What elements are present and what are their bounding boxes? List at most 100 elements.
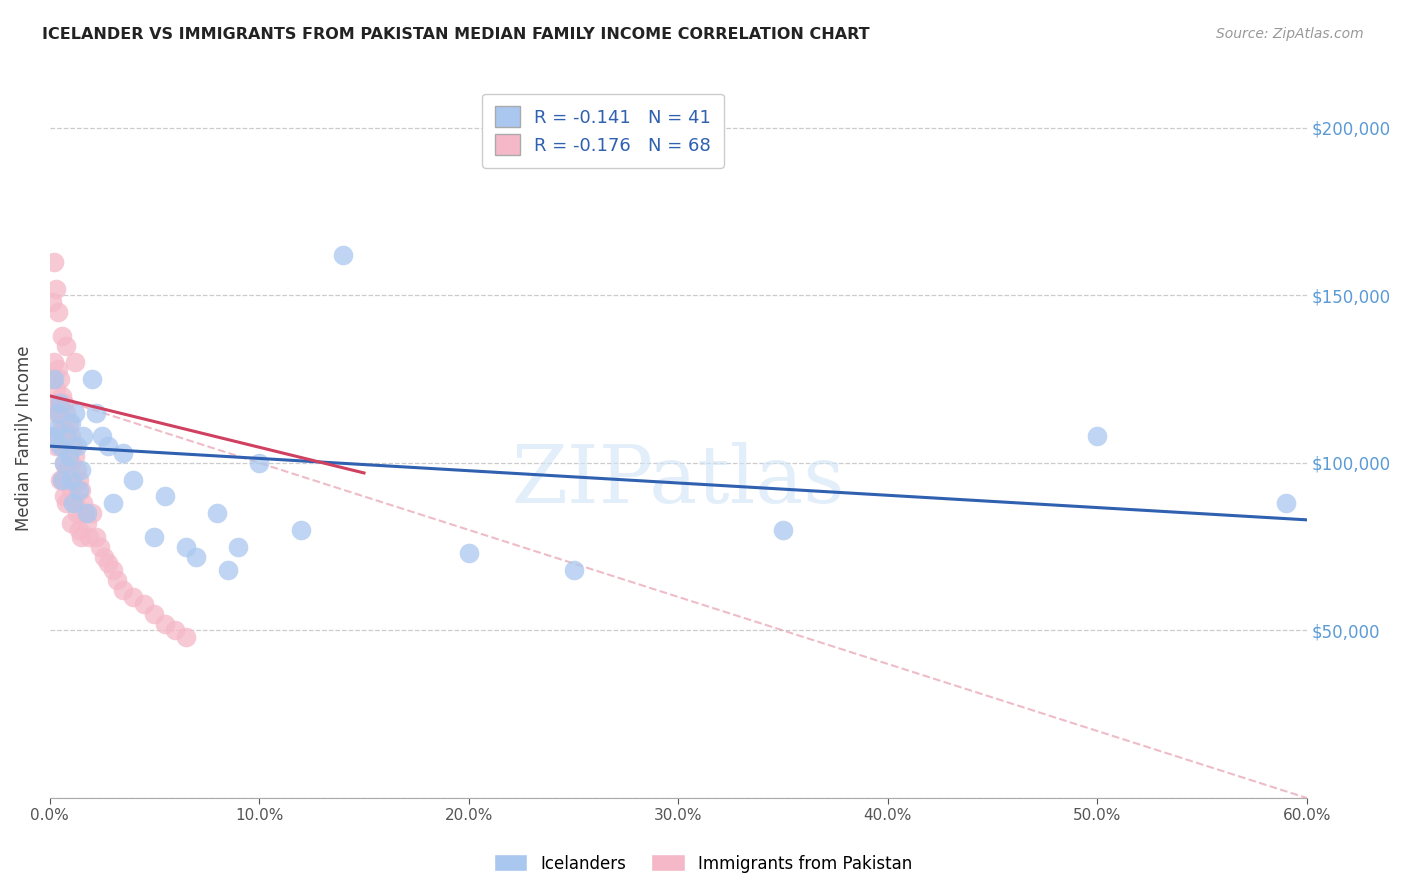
- Point: [97, 439, 120, 453]
- Point: [70, 483, 93, 497]
- Point: [247, 456, 270, 470]
- Point: [42, 254, 65, 268]
- Point: [46, 406, 69, 420]
- Point: [42, 395, 65, 409]
- Point: [84, 406, 107, 420]
- Point: [63, 406, 86, 420]
- Point: [207, 506, 229, 520]
- Point: [46, 362, 69, 376]
- Point: [772, 523, 794, 537]
- Point: [67, 473, 90, 487]
- Point: [49, 406, 72, 420]
- Point: [62, 496, 84, 510]
- Point: [153, 490, 176, 504]
- Point: [58, 446, 80, 460]
- Point: [91, 429, 114, 443]
- Legend: Icelanders, Immigrants from Pakistan: Icelanders, Immigrants from Pakistan: [486, 847, 920, 880]
- Point: [111, 583, 134, 598]
- Point: [1087, 429, 1109, 443]
- Point: [72, 429, 94, 443]
- Point: [101, 563, 124, 577]
- Text: Source: ZipAtlas.com: Source: ZipAtlas.com: [1216, 27, 1364, 41]
- Point: [67, 483, 90, 497]
- Point: [51, 473, 73, 487]
- Point: [217, 563, 239, 577]
- Point: [80, 372, 103, 386]
- Point: [41, 429, 63, 443]
- Point: [66, 462, 89, 476]
- Point: [63, 449, 86, 463]
- Point: [290, 523, 312, 537]
- Point: [174, 540, 197, 554]
- Point: [55, 429, 77, 443]
- Text: ZIPatlas: ZIPatlas: [512, 442, 845, 520]
- Point: [59, 429, 82, 443]
- Point: [165, 624, 187, 638]
- Point: [42, 429, 65, 443]
- Point: [49, 429, 72, 443]
- Point: [122, 473, 145, 487]
- Point: [49, 473, 72, 487]
- Point: [332, 248, 354, 262]
- Point: [63, 496, 86, 510]
- Point: [80, 506, 103, 520]
- Point: [62, 439, 84, 453]
- Point: [76, 516, 98, 531]
- Point: [49, 439, 72, 453]
- Point: [70, 462, 93, 476]
- Point: [132, 597, 155, 611]
- Point: [62, 473, 84, 487]
- Point: [49, 372, 72, 386]
- Point: [55, 406, 77, 420]
- Point: [66, 439, 89, 453]
- Y-axis label: Median Family Income: Median Family Income: [15, 345, 32, 531]
- Point: [58, 416, 80, 430]
- Point: [105, 573, 128, 587]
- Point: [53, 456, 76, 470]
- Point: [46, 305, 69, 319]
- Point: [59, 483, 82, 497]
- Point: [97, 557, 120, 571]
- Point: [51, 389, 73, 403]
- Point: [58, 449, 80, 463]
- Point: [51, 439, 73, 453]
- Point: [53, 456, 76, 470]
- Point: [153, 616, 176, 631]
- Point: [45, 439, 67, 453]
- Point: [67, 523, 90, 537]
- Point: [111, 446, 134, 460]
- Point: [72, 496, 94, 510]
- Point: [41, 295, 63, 310]
- Point: [42, 372, 65, 386]
- Point: [55, 462, 77, 476]
- Point: [93, 549, 115, 564]
- Point: [143, 607, 166, 621]
- Point: [84, 530, 107, 544]
- Point: [75, 506, 97, 520]
- Point: [122, 590, 145, 604]
- Point: [45, 382, 67, 396]
- Point: [42, 355, 65, 369]
- Legend: R = -0.141   N = 41, R = -0.176   N = 68: R = -0.141 N = 41, R = -0.176 N = 68: [482, 94, 724, 168]
- Point: [76, 506, 98, 520]
- Point: [174, 630, 197, 644]
- Point: [45, 406, 67, 420]
- Point: [59, 456, 82, 470]
- Point: [55, 429, 77, 443]
- Point: [59, 516, 82, 531]
- Point: [1275, 496, 1298, 510]
- Point: [70, 530, 93, 544]
- Point: [186, 549, 208, 564]
- Point: [45, 422, 67, 436]
- Point: [79, 530, 101, 544]
- Point: [55, 496, 77, 510]
- Point: [46, 395, 69, 409]
- Point: [63, 355, 86, 369]
- Point: [562, 563, 585, 577]
- Point: [51, 328, 73, 343]
- Point: [101, 496, 124, 510]
- Point: [41, 372, 63, 386]
- Point: [46, 429, 69, 443]
- Point: [55, 338, 77, 352]
- Point: [53, 490, 76, 504]
